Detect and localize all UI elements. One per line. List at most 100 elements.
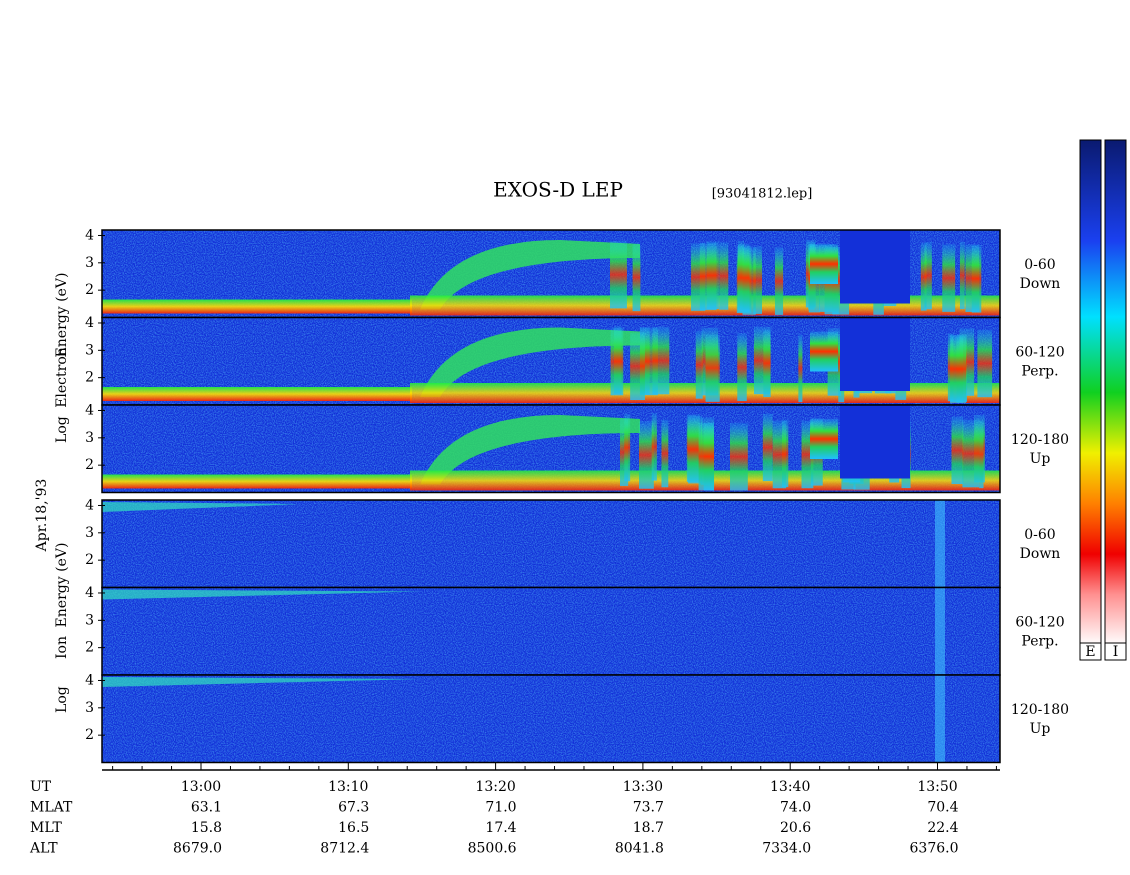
row-value: 13:30 xyxy=(623,779,663,795)
colorbar xyxy=(1104,139,1127,646)
panel-frame xyxy=(101,674,1001,764)
streak xyxy=(942,244,956,312)
panel-label: 0-60 xyxy=(1024,257,1055,273)
row-value: 13:40 xyxy=(770,779,810,795)
row-name: UT xyxy=(30,779,52,795)
row-value: 70.4 xyxy=(927,800,958,816)
arc-feature xyxy=(420,327,640,397)
streak xyxy=(798,334,803,403)
row-value: 13:00 xyxy=(181,779,221,795)
row-name: MLAT xyxy=(30,800,73,816)
colorbar-label: E xyxy=(1085,644,1095,660)
y-tick-label: 2 xyxy=(85,282,94,298)
y-tick-label: 2 xyxy=(85,370,94,386)
panel-label: Perp. xyxy=(1021,364,1058,380)
row-value: 17.4 xyxy=(485,820,516,836)
streak xyxy=(610,327,624,396)
low-energy-band xyxy=(102,387,412,401)
y-tick-label: 3 xyxy=(85,255,94,271)
streak xyxy=(661,419,669,488)
row-value: 8500.6 xyxy=(468,841,517,857)
streak xyxy=(810,419,838,459)
streak xyxy=(753,246,763,314)
streak xyxy=(977,329,993,398)
streak xyxy=(738,244,750,312)
y-axis-label: Energy (eV) xyxy=(54,543,70,628)
y-axis-label: Electron xyxy=(54,347,70,408)
row-value: 71.0 xyxy=(485,800,516,816)
streak xyxy=(762,413,773,482)
streak xyxy=(924,241,932,310)
row-value: 67.3 xyxy=(338,800,369,816)
streak xyxy=(652,326,670,395)
row-name: MLT xyxy=(30,820,62,836)
panel-label: 60-120 xyxy=(1015,345,1064,361)
row-value: 22.4 xyxy=(927,820,958,836)
streak xyxy=(630,332,645,401)
streak xyxy=(624,413,631,482)
panel-noise xyxy=(102,587,1000,675)
panel-noise xyxy=(102,500,1000,588)
colorbar-label-box xyxy=(1079,642,1102,661)
streak xyxy=(962,419,980,488)
streak xyxy=(920,243,927,311)
row-value: 16.5 xyxy=(338,820,369,836)
streak xyxy=(979,420,984,489)
y-tick-label: 3 xyxy=(85,612,94,628)
file-name: [93041812.lep] xyxy=(712,187,813,202)
ion-beam xyxy=(102,677,420,687)
row-value: 73.7 xyxy=(633,800,664,816)
date-label: Apr.18,'93 xyxy=(34,479,50,553)
panel-noise xyxy=(102,675,1000,763)
panel-label: 120-180 xyxy=(1011,702,1069,718)
streak xyxy=(632,243,641,312)
streak xyxy=(774,247,784,315)
y-tick-label: 3 xyxy=(85,700,94,716)
panel-label: 120-180 xyxy=(1011,432,1069,448)
y-axis-label: Energy (eV) xyxy=(54,273,70,358)
y-tick-label: 4 xyxy=(85,402,94,418)
row-value: 20.6 xyxy=(780,820,811,836)
streak xyxy=(651,413,657,481)
ion-feature xyxy=(935,587,945,675)
streak xyxy=(620,418,629,486)
gap xyxy=(840,230,910,304)
colorbar-label: I xyxy=(1113,644,1119,660)
row-value: 6376.0 xyxy=(910,841,959,857)
ion-beam xyxy=(102,502,300,512)
streak xyxy=(971,245,982,313)
panel-label: Down xyxy=(1020,276,1061,292)
row-value: 7334.0 xyxy=(762,841,811,857)
row-value: 13:10 xyxy=(328,779,368,795)
y-tick-label: 3 xyxy=(85,430,94,446)
y-tick-label: 3 xyxy=(85,342,94,358)
y-tick-label: 2 xyxy=(85,552,94,568)
streak xyxy=(810,331,838,372)
panel-label: Perp. xyxy=(1021,634,1058,650)
panel-label: 0-60 xyxy=(1024,527,1055,543)
ion-feature xyxy=(935,675,945,763)
streak xyxy=(951,416,964,485)
y-tick-label: 4 xyxy=(85,315,94,331)
row-name: ALT xyxy=(29,841,58,857)
panel-label: 60-120 xyxy=(1015,615,1064,631)
streak xyxy=(737,333,747,401)
row-value: 13:20 xyxy=(475,779,515,795)
streak xyxy=(610,240,627,309)
arc-feature xyxy=(420,415,640,485)
panel-label: Down xyxy=(1020,546,1061,562)
colorbar-label-box xyxy=(1104,642,1127,661)
streak xyxy=(719,242,729,310)
row-value: 63.1 xyxy=(191,800,222,816)
panel-label: Up xyxy=(1030,721,1051,737)
panel-label: Up xyxy=(1030,451,1051,467)
y-tick-label: 2 xyxy=(85,640,94,656)
row-value: 13:50 xyxy=(917,779,957,795)
ion-beam xyxy=(102,589,420,600)
row-value: 18.7 xyxy=(633,820,664,836)
y-tick-label: 4 xyxy=(85,497,94,513)
streak xyxy=(698,422,714,491)
panel-frame xyxy=(101,404,1001,494)
ion-feature xyxy=(935,500,945,588)
